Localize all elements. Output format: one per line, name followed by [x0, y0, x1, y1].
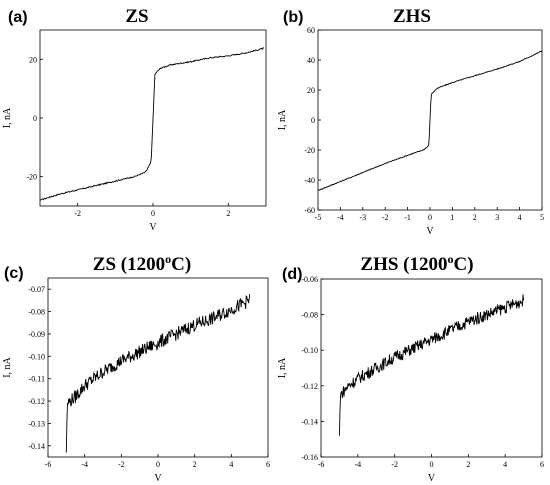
x-tick-label: 6	[266, 460, 270, 469]
x-tick-label: -2	[391, 460, 398, 469]
series-line	[317, 50, 543, 191]
y-tick-label: -0.12	[28, 397, 45, 406]
x-axis-label: V	[428, 473, 436, 484]
y-tick-label: -0.08	[301, 311, 318, 320]
x-tick-label: -4	[337, 213, 344, 222]
y-tick-label: -0.07	[28, 285, 45, 294]
panel-c: (c) ZS (1200oC) -6 -4 -2 0 2 4 6 -0.14 -0.13 -0.12 -…	[2, 252, 270, 484]
y-tick-label: -0.08	[28, 308, 45, 317]
chart-title: ZHS (1200oC)	[360, 252, 473, 275]
y-tick-label: -0.11	[29, 375, 45, 384]
x-tick-label: 0	[428, 213, 432, 222]
x-tick-label: 2	[466, 460, 470, 469]
x-tick-label: 5	[540, 213, 544, 222]
y-tick-label: -0.09	[28, 330, 45, 339]
x-tick-label: 0	[430, 460, 434, 469]
y-tick-label: 20	[29, 55, 37, 64]
x-tick-label: 2	[193, 460, 197, 469]
y-tick-label: -0.16	[301, 453, 318, 462]
y-tick-label: -0.10	[301, 346, 318, 355]
y-tick-label: 40	[307, 56, 315, 65]
panel-label: (a)	[8, 9, 28, 26]
chart-title: ZS	[125, 6, 148, 27]
x-tick-label: 4	[503, 460, 507, 469]
series-line	[338, 294, 525, 436]
y-tick-label: -0.12	[301, 382, 318, 391]
x-tick-label: -6	[45, 460, 52, 469]
x-axis-label: V	[154, 473, 162, 484]
plot-frame	[47, 277, 269, 458]
y-axis-label: I, nA	[277, 357, 288, 378]
x-tick-label: -4	[81, 460, 88, 469]
y-axis-label: I, nA	[2, 107, 13, 128]
y-tick-label: -20	[26, 173, 37, 182]
x-tick-label: -2	[74, 209, 81, 218]
x-tick-label: -4	[354, 460, 361, 469]
panel-label: (c)	[4, 265, 24, 282]
x-tick-label: 2	[226, 209, 230, 218]
y-tick-label: -0.06	[301, 275, 318, 284]
y-tick-label: 60	[307, 26, 315, 35]
x-tick-label: 4	[229, 460, 233, 469]
y-axis-label: I, nA	[2, 356, 13, 377]
chart-title: ZS (1200oC)	[93, 252, 191, 275]
series-line	[39, 47, 265, 201]
y-tick-label: 0	[33, 114, 37, 123]
x-tick-label: -3	[359, 213, 366, 222]
x-tick-label: 0	[156, 460, 160, 469]
x-tick-label: -2	[118, 460, 125, 469]
x-tick-label: 2	[473, 213, 477, 222]
x-tick-label: -2	[382, 213, 389, 222]
y-tick-label: -0.10	[28, 352, 45, 361]
y-tick-label: -60	[304, 206, 315, 215]
x-tick-label: 4	[518, 213, 522, 222]
x-tick-label: 3	[495, 213, 499, 222]
series-line	[65, 294, 251, 453]
y-tick-label: -0.14	[301, 417, 318, 426]
x-tick-label: 6	[540, 460, 544, 469]
panel-label: (b)	[283, 9, 303, 26]
y-tick-label: 0	[311, 116, 315, 125]
x-tick-label: -1	[404, 213, 411, 222]
x-tick-label: -5	[315, 213, 322, 222]
y-tick-label: -20	[304, 146, 315, 155]
y-tick-label: -0.14	[28, 442, 45, 451]
y-tick-label: -0.13	[28, 419, 45, 428]
panel-d: (d) ZHS (1200oC) -6 -4 -2 0 2 4 6 -0.16 -0.14 -0.12…	[277, 252, 544, 484]
chart-title: ZHS	[393, 6, 431, 27]
x-tick-label: -6	[318, 460, 325, 469]
x-tick-label: 0	[151, 209, 155, 218]
panel-b: (b) ZHS -5 -4 -3 -2 -1 0 1 2 3 4 5 -60 -40 -20 0 20 40 60 V I…	[277, 6, 544, 237]
y-tick-label: -40	[304, 176, 315, 185]
x-tick-label: 1	[450, 213, 454, 222]
y-axis-label: I, nA	[277, 109, 288, 130]
x-axis-label: V	[149, 222, 157, 233]
x-axis-label: V	[426, 226, 434, 237]
panel-label: (d)	[282, 266, 302, 283]
y-tick-label: 20	[307, 86, 315, 95]
